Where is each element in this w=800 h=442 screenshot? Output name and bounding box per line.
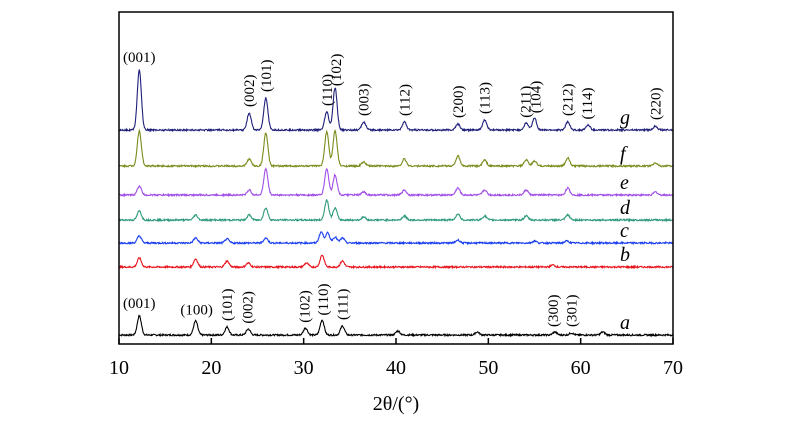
plot-frame (118, 11, 674, 345)
series-label-a: a (620, 312, 630, 334)
series-line-b (118, 254, 674, 270)
peak-label-g-12: (114) (580, 88, 596, 120)
peak-label-g-3: (110) (320, 74, 336, 106)
peak-label-g-0: (001) (123, 50, 156, 66)
peak-label-g-2: (101) (259, 60, 275, 93)
x-tick-label-30: 30 (294, 357, 314, 379)
peak-label-g-10: (104) (528, 81, 544, 114)
x-tick-label-50: 50 (478, 357, 498, 379)
peak-label-g-11: (212) (561, 84, 577, 117)
series-line-g (118, 69, 674, 133)
peak-annotations: (001) (100) (101) (002) (102) (110) (111) (300)… (123, 50, 664, 327)
peak-label-g-4: (102) (329, 54, 345, 87)
series-label-e: e (620, 172, 629, 194)
series-line-f (118, 128, 674, 169)
series-label-d: d (620, 197, 631, 219)
peak-label-a-1: (100) (180, 302, 213, 318)
series-label-c: c (620, 220, 629, 242)
peak-label-g-7: (200) (451, 86, 467, 119)
peak-label-a-7: (300) (546, 295, 562, 328)
x-tick-label-60: 60 (571, 357, 591, 379)
peak-label-g-5: (003) (357, 84, 373, 117)
series-line-e (118, 167, 674, 198)
x-axis-ticks: 10 20 30 40 50 60 70 (109, 338, 683, 379)
x-tick-label-70: 70 (663, 357, 683, 379)
peak-label-a-5: (110) (316, 284, 332, 316)
peak-label-g-13: (220) (649, 88, 665, 121)
peak-label-g-6: (112) (397, 84, 413, 116)
peak-label-a-6: (111) (335, 289, 351, 320)
x-tick-label-20: 20 (201, 357, 221, 379)
peak-label-a-8: (301) (564, 295, 580, 328)
peak-label-a-0: (001) (123, 296, 156, 312)
series-line-d (118, 199, 674, 223)
x-tick-label-40: 40 (386, 357, 406, 379)
peak-label-g-8: (113) (478, 82, 494, 114)
series-line-c (118, 231, 674, 246)
peak-label-a-2: (101) (220, 289, 236, 322)
x-tick-label-10: 10 (109, 357, 129, 379)
peak-label-a-4: (102) (298, 290, 314, 323)
x-axis-title: 2θ/(°) (373, 393, 419, 415)
peak-label-g-9: (211) (518, 86, 534, 118)
peak-label-a-3: (002) (240, 291, 256, 324)
series-line-a (118, 314, 674, 338)
series-label-g: g (620, 107, 630, 129)
traces (118, 69, 674, 338)
series-label-f: f (620, 143, 628, 165)
series-label-b: b (620, 244, 630, 266)
peak-label-g-1: (002) (242, 75, 258, 108)
